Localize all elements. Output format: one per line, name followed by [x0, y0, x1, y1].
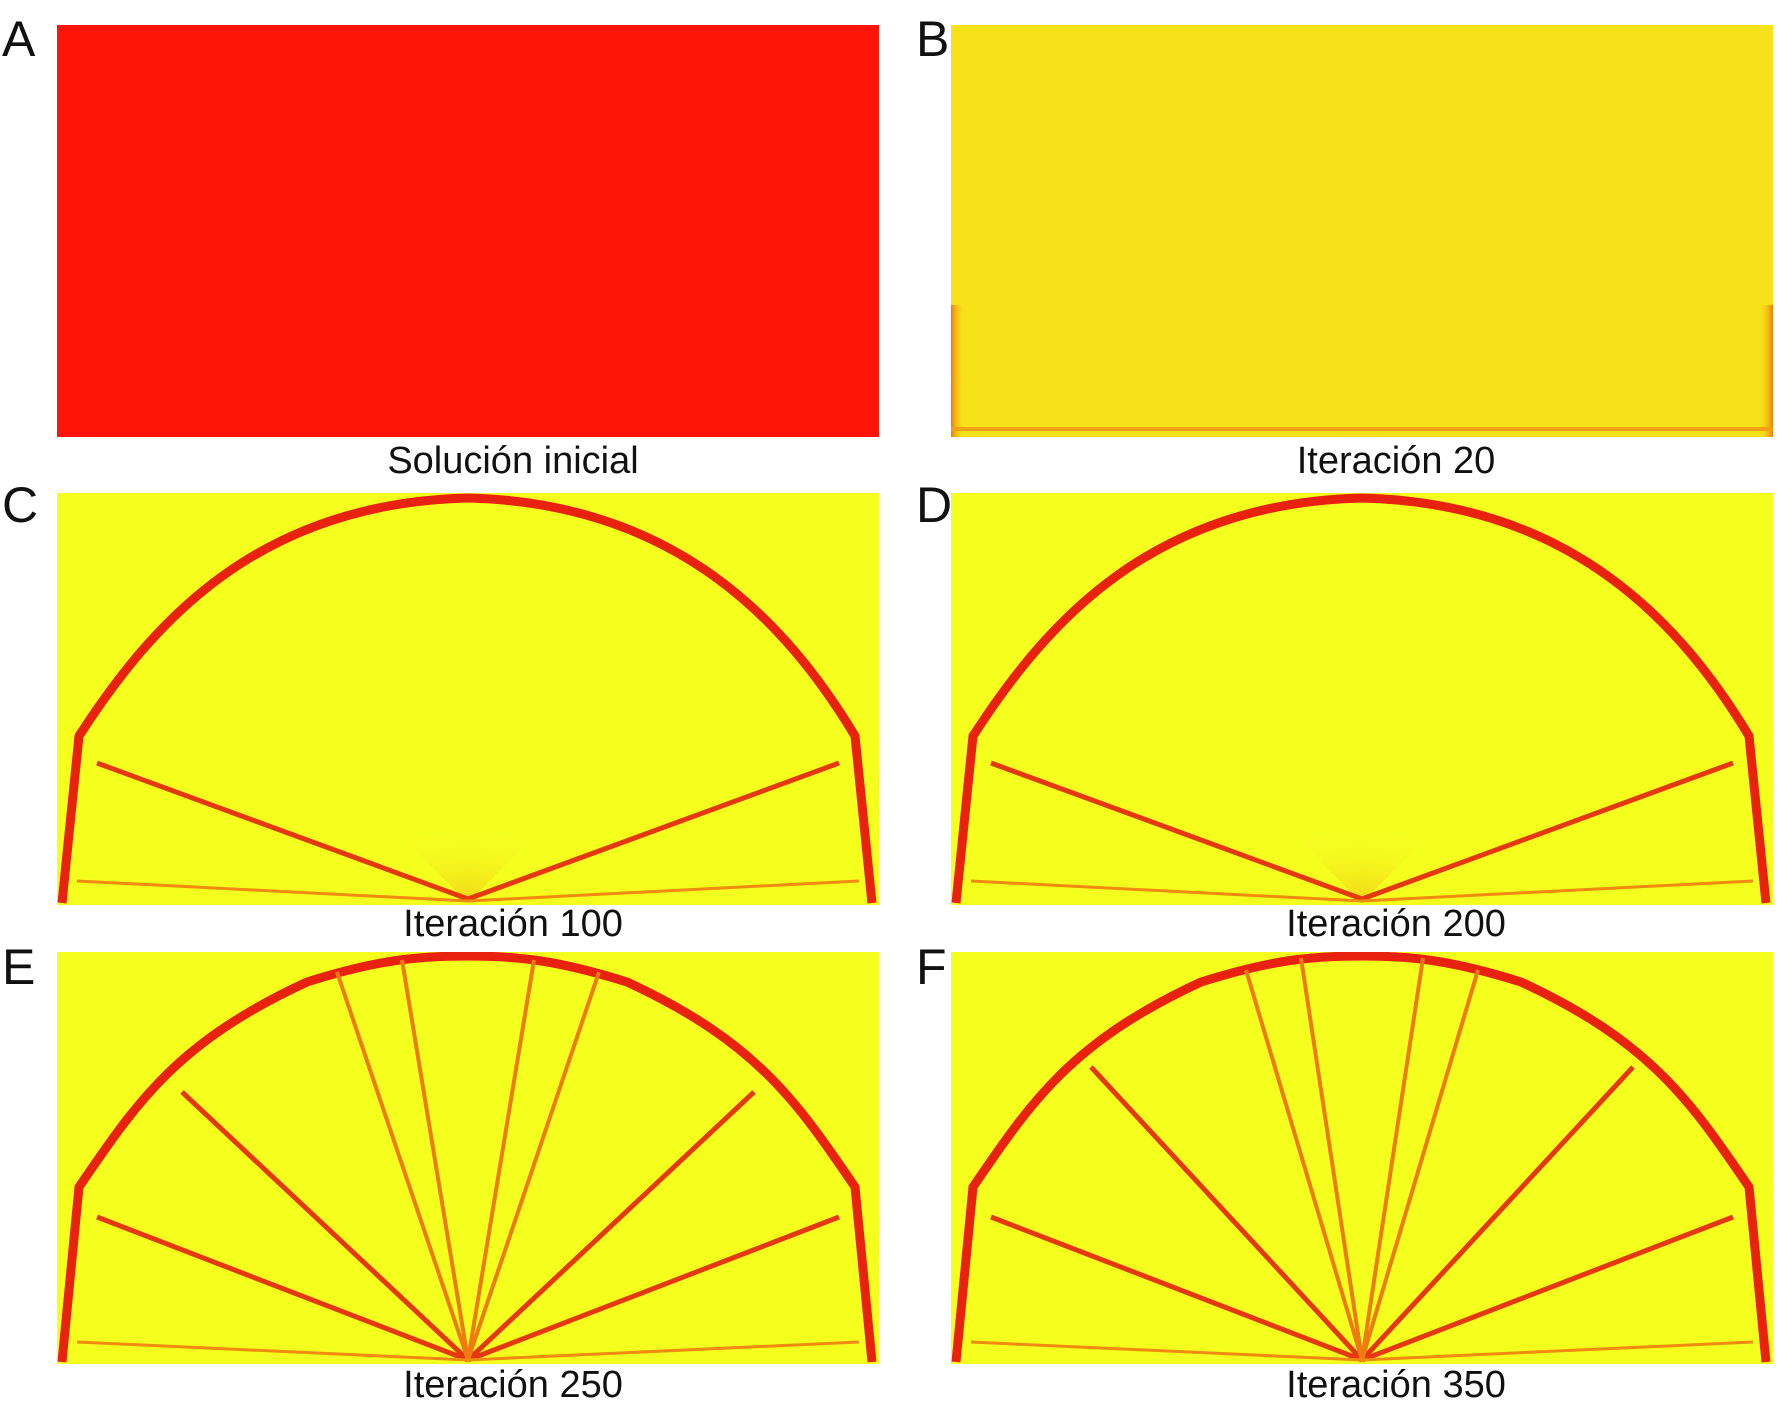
iteration-100-field: [57, 493, 879, 905]
panel-e-caption: Iteración 250: [403, 1364, 623, 1406]
panel-d-image: [951, 493, 1773, 905]
iteration-350-field: [951, 952, 1773, 1364]
panel-b-caption: Iteración 20: [1296, 440, 1496, 482]
panel-b-label: B: [916, 11, 950, 67]
iteration-20-field: [951, 25, 1773, 437]
panel-e-image: [57, 952, 879, 1364]
iteration-200-field: [951, 493, 1773, 905]
panel-d-caption: Iteración 200: [1286, 903, 1506, 945]
panel-a-label: A: [2, 11, 36, 67]
panel-b-image: [951, 25, 1773, 437]
panel-a-image: [57, 25, 879, 437]
panel-a-caption: Solución inicial: [387, 440, 639, 482]
panel-e-label: E: [2, 939, 36, 995]
solid-initial-field: [57, 25, 879, 437]
iteration-250-field: [57, 952, 879, 1364]
panel-c-label: C: [2, 477, 39, 533]
panel-c-image: [57, 493, 879, 905]
panel-c-caption: Iteración 100: [403, 903, 623, 945]
panel-d-label: D: [916, 477, 953, 533]
panel-f-image: [951, 952, 1773, 1364]
panel-f-label: F: [916, 939, 947, 995]
panel-f-caption: Iteración 350: [1286, 1364, 1506, 1406]
